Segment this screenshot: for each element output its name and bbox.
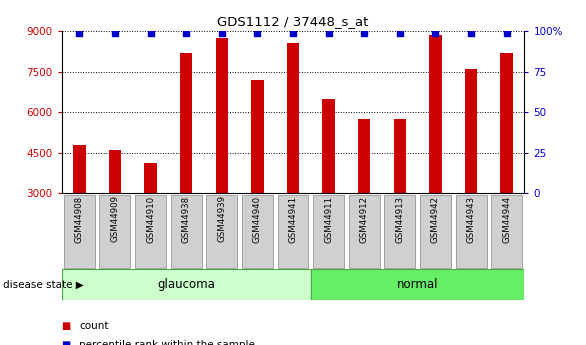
- FancyBboxPatch shape: [278, 195, 308, 268]
- Point: [431, 30, 440, 36]
- Point: [360, 30, 369, 36]
- Text: GSM44943: GSM44943: [466, 196, 476, 243]
- Bar: [251, 80, 264, 193]
- Bar: [73, 145, 86, 193]
- Text: ■: ■: [62, 340, 71, 345]
- Text: glaucoma: glaucoma: [157, 278, 215, 291]
- Text: GSM44910: GSM44910: [146, 196, 155, 243]
- Point: [74, 30, 84, 36]
- Text: ■: ■: [62, 321, 71, 331]
- FancyBboxPatch shape: [171, 195, 202, 268]
- Text: GSM44938: GSM44938: [182, 196, 190, 243]
- Point: [182, 30, 191, 36]
- Point: [466, 30, 476, 36]
- Bar: [180, 53, 192, 193]
- FancyBboxPatch shape: [242, 195, 273, 268]
- Title: GDS1112 / 37448_s_at: GDS1112 / 37448_s_at: [217, 16, 369, 29]
- FancyBboxPatch shape: [62, 269, 311, 300]
- Bar: [500, 53, 513, 193]
- Bar: [216, 38, 228, 193]
- Point: [502, 30, 512, 36]
- Text: GSM44912: GSM44912: [360, 196, 369, 243]
- Point: [395, 30, 404, 36]
- Text: GSM44944: GSM44944: [502, 196, 511, 243]
- FancyBboxPatch shape: [311, 269, 524, 300]
- Point: [146, 30, 155, 36]
- Text: GSM44913: GSM44913: [396, 196, 404, 243]
- FancyBboxPatch shape: [64, 195, 95, 268]
- Bar: [109, 150, 121, 193]
- Text: percentile rank within the sample: percentile rank within the sample: [79, 340, 255, 345]
- Text: GSM44909: GSM44909: [110, 196, 120, 243]
- Text: GSM44942: GSM44942: [431, 196, 440, 243]
- Point: [288, 30, 298, 36]
- Bar: [322, 99, 335, 193]
- FancyBboxPatch shape: [384, 195, 415, 268]
- Text: GSM44941: GSM44941: [288, 196, 298, 243]
- FancyBboxPatch shape: [206, 195, 237, 268]
- Point: [110, 30, 120, 36]
- Text: GSM44939: GSM44939: [217, 196, 226, 243]
- FancyBboxPatch shape: [455, 195, 486, 268]
- Text: normal: normal: [397, 278, 438, 291]
- Bar: [429, 35, 442, 193]
- Text: GSM44940: GSM44940: [253, 196, 262, 243]
- Text: count: count: [79, 321, 108, 331]
- Bar: [394, 119, 406, 193]
- FancyBboxPatch shape: [313, 195, 344, 268]
- Bar: [358, 119, 370, 193]
- Bar: [465, 69, 477, 193]
- FancyBboxPatch shape: [100, 195, 131, 268]
- Point: [324, 30, 333, 36]
- FancyBboxPatch shape: [349, 195, 380, 268]
- FancyBboxPatch shape: [491, 195, 522, 268]
- Point: [253, 30, 262, 36]
- Point: [217, 30, 226, 36]
- FancyBboxPatch shape: [420, 195, 451, 268]
- Bar: [287, 43, 299, 193]
- Bar: [144, 164, 157, 193]
- Text: disease state ▶: disease state ▶: [3, 280, 84, 289]
- Text: GSM44908: GSM44908: [75, 196, 84, 243]
- Text: GSM44911: GSM44911: [324, 196, 333, 243]
- FancyBboxPatch shape: [135, 195, 166, 268]
